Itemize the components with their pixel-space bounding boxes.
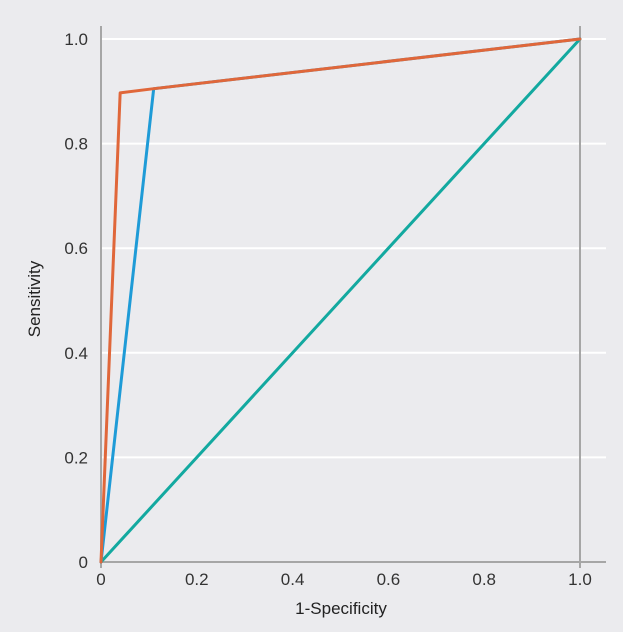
x-tick-label-0: 0: [96, 570, 105, 589]
y-axis-title: Sensitivity: [25, 260, 44, 337]
series-lines: [99, 37, 582, 564]
x-tick-label-4: 0.8: [472, 570, 496, 589]
y-tick-label-4: 0.8: [64, 135, 88, 154]
x-tick-label-3: 0.6: [377, 570, 401, 589]
series-line-1: [99, 37, 582, 564]
x-tick-label-2: 0.4: [281, 570, 305, 589]
series-line-3: [99, 37, 582, 564]
y-tick-label-0: 0: [79, 553, 88, 572]
y-tick-label-1: 0.2: [64, 448, 88, 467]
grid-lines: [101, 38, 606, 459]
x-tick-labels: 0 0.2 0.4 0.6 0.8 1.0: [96, 570, 592, 589]
x-tick-label-1: 0.2: [185, 570, 209, 589]
y-tick-label-3: 0.6: [64, 239, 88, 258]
y-tick-label-2: 0.4: [64, 344, 88, 363]
y-tick-labels: 0 0.2 0.4 0.6 0.8 1.0: [64, 30, 88, 572]
x-tick-label-5: 1.0: [568, 570, 592, 589]
y-tick-label-5: 1.0: [64, 30, 88, 49]
x-axis-title: 1-Specificity: [295, 599, 387, 618]
axes: [100, 26, 606, 568]
